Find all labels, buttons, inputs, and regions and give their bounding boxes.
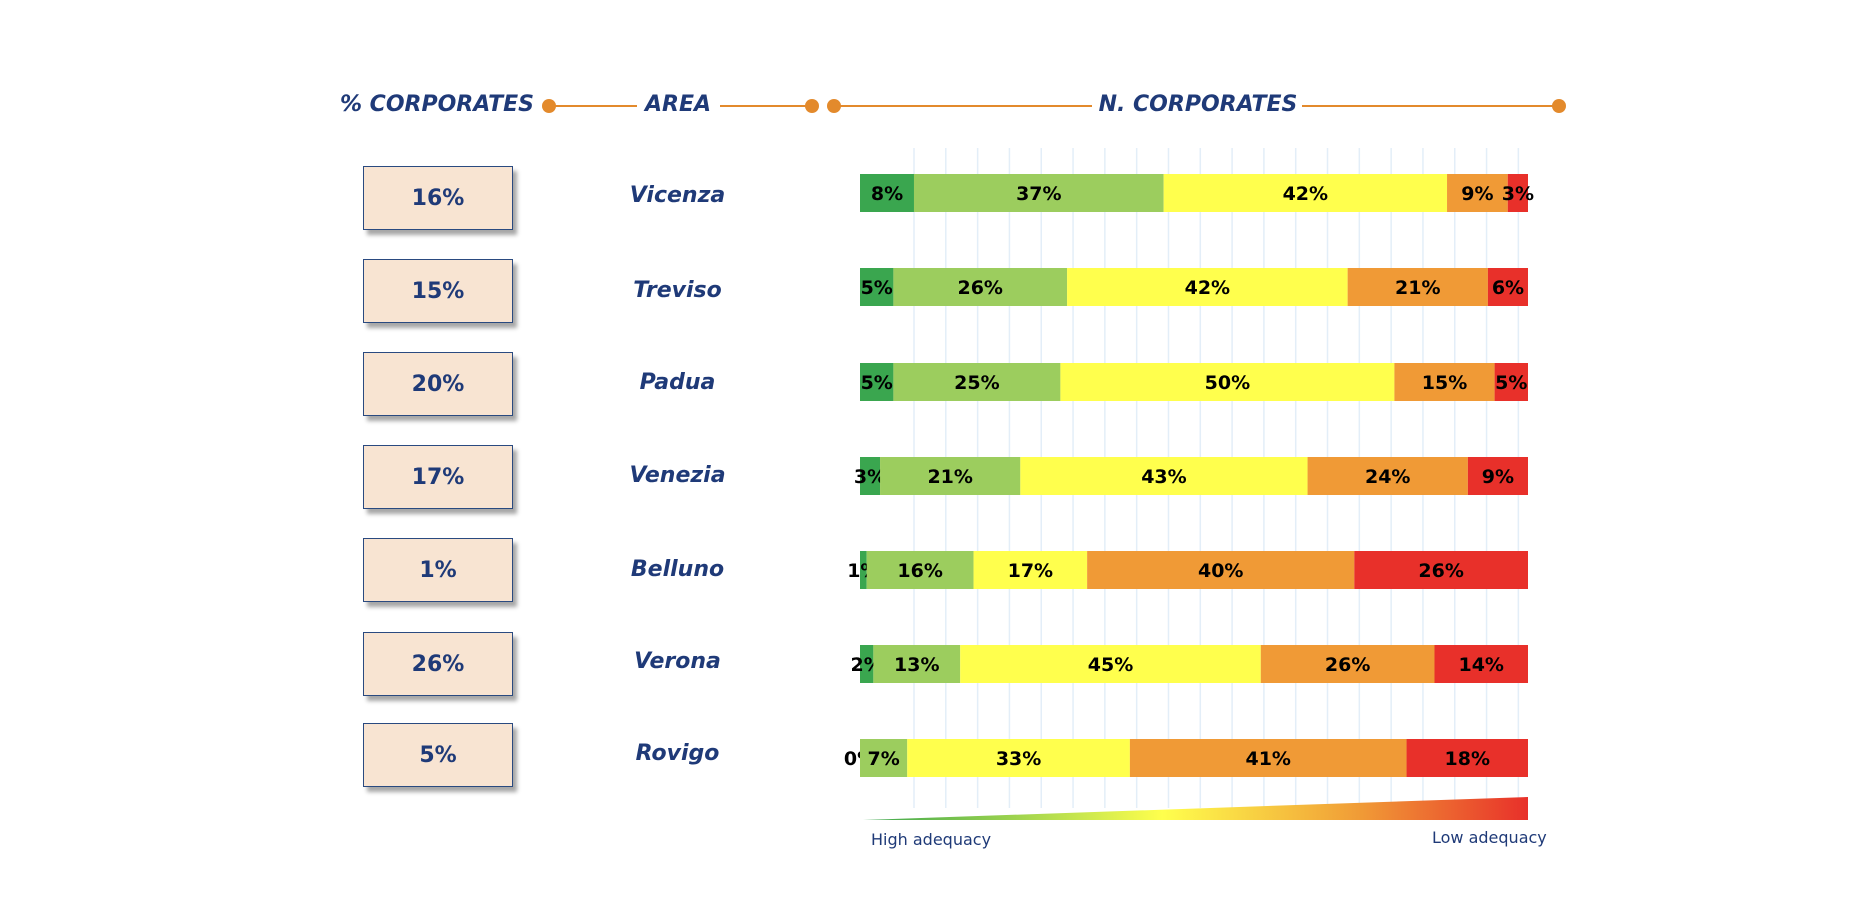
bar-segment-rovigo-1 [860,739,908,777]
bar-segment-treviso-1 [893,268,1068,306]
bar-segment-verona-2 [960,645,1261,683]
bar-segment-treviso-2 [1067,268,1348,306]
data-label-padua-4: 5% [1495,372,1527,394]
data-label-vicenza-0: 8% [871,183,903,205]
data-label-venezia-4: 9% [1482,466,1514,488]
data-label-verona-2: 45% [1088,654,1133,676]
data-label-venezia-0: 3% [854,466,886,488]
data-label-treviso-0: 5% [861,277,893,299]
data-label-rovigo-2: 33% [996,748,1041,770]
bar-segment-vicenza-0 [860,174,914,212]
bar-segment-venezia-1 [880,457,1021,495]
bar-segment-padua-0 [860,363,894,401]
data-label-treviso-4: 6% [1492,277,1524,299]
bar-segment-padua-3 [1394,363,1495,401]
data-label-belluno-2: 17% [1008,560,1053,582]
bar-segment-verona-0 [860,645,874,683]
bar-segment-belluno-2 [973,551,1088,589]
data-label-treviso-2: 42% [1185,277,1230,299]
pct-box-rovigo: 5% [363,723,513,787]
bar-segment-vicenza-2 [1163,174,1448,212]
bar-segment-rovigo-4 [1406,739,1528,777]
area-label-treviso: Treviso [633,278,722,303]
bar-segment-treviso-0 [860,268,894,306]
header-line [1302,105,1558,107]
data-label-rovigo-3: 41% [1245,748,1290,770]
data-label-rovigo-1: 7% [867,748,899,770]
adequacy-gradient-wedge [863,797,1528,820]
area-label-rovigo: Rovigo [635,741,720,766]
data-label-padua-1: 25% [954,372,999,394]
bar-segment-belluno-3 [1087,551,1355,589]
data-label-treviso-1: 26% [957,277,1002,299]
bar-segment-rovigo-2 [907,739,1130,777]
header-n-corporates: N. CORPORATES [1098,92,1298,117]
bar-segment-treviso-3 [1347,268,1488,306]
bar-segment-belluno-0 [860,551,867,589]
bar-segment-belluno-1 [866,551,974,589]
bar-segment-belluno-4 [1354,551,1528,589]
pct-box-padua: 20% [363,352,513,416]
pct-box-belluno: 1% [363,538,513,602]
pct-box-verona: 26% [363,632,513,696]
data-label-treviso-3: 21% [1395,277,1440,299]
bar-segment-padua-2 [1060,363,1395,401]
header-line [834,105,1092,107]
bar-segment-treviso-4 [1487,268,1528,306]
bar-segment-verona-1 [873,645,961,683]
data-label-belluno-3: 40% [1198,560,1243,582]
data-label-padua-0: 5% [861,372,893,394]
data-label-vicenza-4: 3% [1502,183,1534,205]
bar-segment-verona-3 [1260,645,1435,683]
legend-high-adequacy: High adequacy [871,830,992,849]
bar-segment-padua-1 [893,363,1061,401]
area-label-padua: Padua [639,370,716,395]
data-label-rovigo-4: 18% [1445,748,1490,770]
area-label-verona: Verona [634,649,721,674]
data-label-venezia-3: 24% [1365,466,1410,488]
bar-segment-verona-4 [1434,645,1528,683]
bar-segment-vicenza-4 [1507,174,1528,212]
data-label-belluno-1: 16% [897,560,942,582]
header-pct-corporates: % CORPORATES [339,92,535,117]
data-label-verona-4: 14% [1458,654,1503,676]
header-dot [805,99,819,113]
area-label-venezia: Venezia [629,463,726,488]
data-label-verona-1: 13% [894,654,939,676]
header-line [549,105,637,107]
data-label-padua-3: 15% [1422,372,1467,394]
bar-segment-rovigo-3 [1129,739,1407,777]
data-label-padua-2: 50% [1205,372,1250,394]
header-dot [1552,99,1566,113]
data-label-venezia-1: 21% [927,466,972,488]
pct-box-treviso: 15% [363,259,513,323]
header-line [720,105,812,107]
data-label-vicenza-3: 9% [1461,183,1493,205]
area-label-belluno: Belluno [630,557,725,582]
bar-segment-padua-4 [1494,363,1528,401]
header-area: AREA [644,92,712,117]
bar-segment-vicenza-3 [1447,174,1508,212]
bar-segment-venezia-4 [1467,457,1528,495]
data-label-verona-3: 26% [1325,654,1370,676]
pct-box-venezia: 17% [363,445,513,509]
data-label-belluno-4: 26% [1418,560,1463,582]
area-label-vicenza: Vicenza [629,183,726,208]
data-label-vicenza-1: 37% [1016,183,1061,205]
bar-segment-venezia-2 [1020,457,1308,495]
bar-segment-venezia-3 [1307,457,1468,495]
data-label-venezia-2: 43% [1141,466,1186,488]
bar-segment-venezia-0 [860,457,881,495]
legend-low-adequacy: Low adequacy [1432,828,1547,847]
pct-box-vicenza: 16% [363,166,513,230]
data-label-vicenza-2: 42% [1283,183,1328,205]
bar-segment-vicenza-1 [913,174,1164,212]
